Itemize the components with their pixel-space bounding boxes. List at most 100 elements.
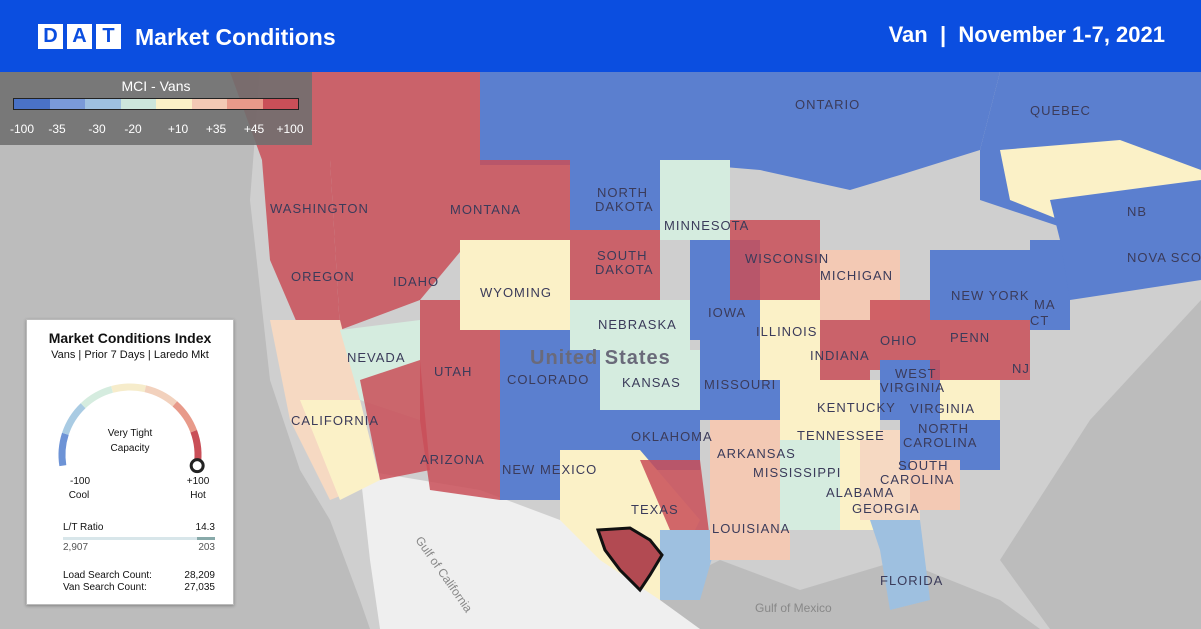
region-texas-gulf [660,530,720,600]
region-new-england [1030,240,1070,330]
map-legend: MCI - Vans -100 -35 -30 -20 +10 +35 +45 +100 [0,72,312,145]
logo-letter-d: D [38,24,63,49]
legend-tick-label: -35 [48,122,66,136]
label-new-brunswick: NB [1127,204,1147,219]
legend-title: MCI - Vans [121,78,191,94]
region-pennsylvania [930,320,1000,380]
region-mississippi [780,420,840,530]
region-prairies [480,72,700,165]
atlantic-ocean [1000,300,1201,629]
label-georgia: GEORGIA [852,501,920,516]
market-conditions-map: WASHINGTON OREGON IDAHO MONTANA NORTH DA… [0,72,1201,629]
gauge-min: -100 [69,476,90,487]
gauge-indicator [189,458,205,474]
label-south-dakota-2: DAKOTA [595,262,654,277]
gauge-status-line1: Very Tight [107,428,153,439]
label-nova-scotia: NOVA SCO [1127,250,1201,265]
label-quebec: QUEBEC [1030,103,1091,118]
gauge-arc-segment [111,383,147,393]
label-illinois: ILLINOIS [756,324,817,339]
label-connecticut: CT [1030,313,1049,328]
load-search-value: 28,209 [184,570,215,581]
header-separator: | [933,22,959,47]
region-south-dakota [570,230,660,300]
label-south-carolina-1: SOUTH [898,458,949,473]
legend-tick-label: -100 [9,122,35,136]
legend-tick-label: +35 [205,122,227,136]
label-north-dakota-1: NORTH [597,185,648,200]
region-ontario [700,72,1000,190]
label-oklahoma: OKLAHOMA [631,429,713,444]
label-west-virginia-1: WEST [895,366,937,381]
label-wyoming: WYOMING [480,285,552,300]
region-kentucky-tennessee [780,380,880,440]
legend-ticks: -100 -35 -30 -20 +10 +35 +45 +100 [0,122,312,138]
legend-segment [156,99,192,109]
region-west-virginia [880,360,940,420]
label-missouri: MISSOURI [704,377,776,392]
label-arkansas: ARKANSAS [717,446,796,461]
label-nebraska: NEBRASKA [598,317,677,332]
card-title: Market Conditions Index [48,330,212,346]
label-south-carolina-2: CAROLINA [880,472,954,487]
load-search-row: Load Search Count: 28,209 [63,570,215,581]
van-search-row: Van Search Count: 27,035 [63,582,215,593]
region-texas-central [640,460,710,540]
lt-ratio-bar-fill [197,537,215,540]
region-idaho-montana [330,160,470,330]
legend-segment [227,99,263,109]
laredo-market-outline [595,526,664,593]
load-count-short: 2,907 [63,542,89,553]
region-new-jersey [1000,320,1030,380]
label-louisiana: LOUISIANA [712,521,790,536]
region-indiana [820,320,870,390]
logo-letter-a: A [67,24,92,49]
label-iowa: IOWA [708,305,746,320]
region-ohio [870,300,930,370]
lt-ratio-row: L/T Ratio 14.3 [63,522,215,533]
label-alabama: ALABAMA [826,485,894,500]
mexico-land [360,470,700,629]
label-west-virginia-2: VIRGINIA [880,380,945,395]
label-new-mexico: NEW MEXICO [502,462,597,477]
region-montana-east [470,160,570,240]
gauge-arc-segment [80,386,114,409]
van-search-value: 27,035 [184,582,215,593]
legend-tick-label: -20 [124,122,142,136]
label-florida: FLORIDA [880,573,943,588]
header-bar: D A T Market Conditions Van | November 1… [0,0,1201,72]
label-tennessee: TENNESSEE [797,428,885,443]
region-florida [870,520,930,610]
mci-info-card: Market Conditions Index Vans | Prior 7 D… [26,319,234,605]
region-wisconsin [730,220,820,300]
gauge-status-line2: Capacity [110,443,150,454]
region-minnesota [660,160,730,240]
label-north-carolina-2: CAROLINA [903,435,977,450]
logo-letter-t: T [96,24,121,49]
region-maritimes [1050,180,1201,300]
region-wyoming [460,240,570,330]
label-south-dakota-1: SOUTH [597,248,648,263]
gauge-max-label: Hot [190,490,206,501]
label-new-jersey: NJ [1012,361,1030,376]
legend-tick-label: +10 [167,122,189,136]
gauge-arc [58,383,202,467]
label-new-york: NEW YORK [951,288,1030,303]
lt-counts-row: 2,907 203 [63,542,215,553]
equipment-label: Van [888,22,928,47]
label-nevada: NEVADA [347,350,406,365]
region-washington-oregon [262,160,340,330]
label-montana: MONTANA [450,202,521,217]
legend-segment [14,99,50,109]
legend-segment [191,99,227,109]
region-north-dakota [570,160,660,230]
label-minnesota: MINNESOTA [664,218,749,233]
van-search-label: Van Search Count: [63,582,147,593]
region-kansas [600,350,700,410]
label-arizona: ARIZONA [420,452,485,467]
label-north-carolina-1: NORTH [918,421,969,436]
label-north-dakota-2: DAKOTA [595,199,654,214]
dat-logo: D A T [38,24,121,49]
gulf-of-mexico-water [640,560,1040,629]
label-indiana: INDIANA [810,348,870,363]
